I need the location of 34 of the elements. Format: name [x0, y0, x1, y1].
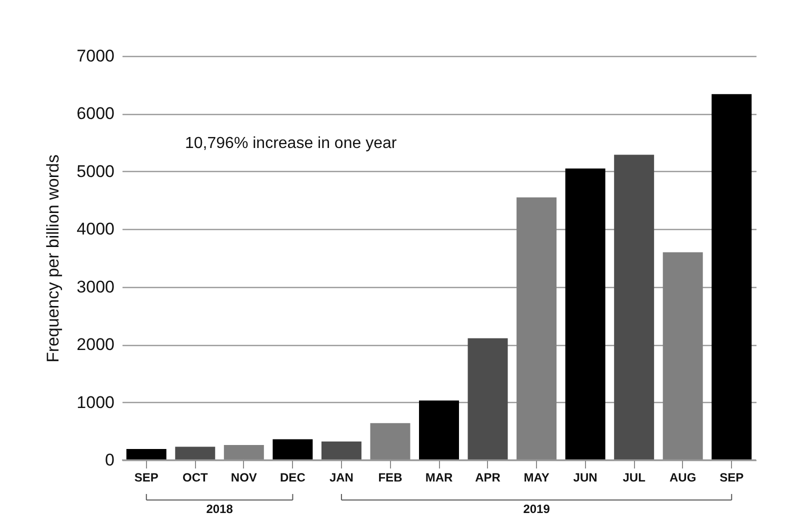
y-tick-label: 0	[105, 450, 114, 470]
bar	[468, 338, 508, 460]
x-tick-label: JUN	[573, 470, 598, 484]
y-tick-label: 1000	[76, 392, 114, 412]
bar	[321, 442, 362, 460]
x-tick-label: SEP	[720, 470, 744, 484]
x-tick-label: FEB	[378, 470, 403, 484]
x-tick-label: APR	[475, 470, 501, 484]
x-tick-label: MAY	[524, 470, 550, 484]
bar	[272, 439, 313, 460]
y-axis-title: Frequency per billion words	[44, 154, 63, 362]
bar	[565, 168, 606, 460]
text: 2018	[206, 502, 234, 516]
annotation: 10,796% increase in one year	[185, 135, 398, 152]
y-tick-label: 6000	[76, 104, 114, 124]
x-tick-label: DEC	[280, 470, 306, 484]
x-tick-label: OCT	[182, 470, 208, 484]
y-tick-label: 2000	[76, 335, 114, 354]
bar	[712, 94, 752, 460]
y-tick-label: 7000	[76, 46, 114, 66]
x-tick-label: JUL	[622, 470, 646, 484]
x-tick-label: MAR	[425, 470, 453, 484]
bar	[175, 446, 216, 460]
y-tick-label: 5000	[76, 162, 114, 181]
bar	[419, 400, 459, 460]
x-tick-label: JAN	[329, 470, 354, 484]
text: 2019	[523, 502, 550, 516]
bar	[614, 154, 654, 460]
x-tick-label: AUG	[670, 470, 696, 484]
x-tick-label: NOV	[230, 470, 257, 484]
bar	[126, 449, 166, 460]
y-tick-label: 4000	[76, 220, 114, 239]
x-tick-label: SEP	[134, 470, 158, 484]
y-tick-label: 3000	[76, 277, 114, 296]
